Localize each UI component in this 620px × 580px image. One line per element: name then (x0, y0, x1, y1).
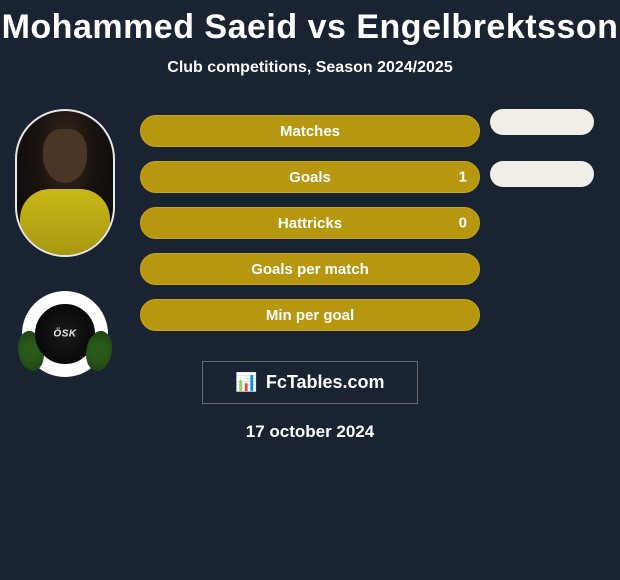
bar-label: Matches (280, 123, 340, 140)
chart-icon: 📊 (235, 372, 257, 393)
content-area: Matches Goals 1 Hattricks 0 Goals per ma… (0, 115, 620, 331)
pill (490, 161, 594, 187)
team-badge (22, 291, 108, 377)
player-avatar (15, 109, 115, 257)
bar-label: Hattricks (278, 215, 342, 232)
bar-label: Min per goal (266, 307, 354, 324)
stat-bars: Matches Goals 1 Hattricks 0 Goals per ma… (140, 115, 480, 331)
bar-label: Goals (289, 169, 331, 186)
bar-goals: Goals 1 (140, 161, 480, 193)
subtitle: Club competitions, Season 2024/2025 (0, 59, 620, 77)
page-title: Mohammed Saeid vs Engelbrektsson (0, 0, 620, 47)
bar-value: 0 (459, 215, 467, 232)
brand-text: FcTables.com (266, 372, 385, 393)
right-pills (490, 109, 600, 213)
bar-label: Goals per match (251, 261, 369, 278)
bar-hattricks: Hattricks 0 (140, 207, 480, 239)
pill (490, 109, 594, 135)
date-text: 17 october 2024 (0, 422, 620, 442)
bar-goals-per-match: Goals per match (140, 253, 480, 285)
left-column (10, 109, 120, 377)
bar-matches: Matches (140, 115, 480, 147)
bar-min-per-goal: Min per goal (140, 299, 480, 331)
team-badge-inner (35, 304, 95, 364)
bar-value: 1 (459, 169, 467, 186)
brand-box[interactable]: 📊 FcTables.com (202, 361, 417, 404)
